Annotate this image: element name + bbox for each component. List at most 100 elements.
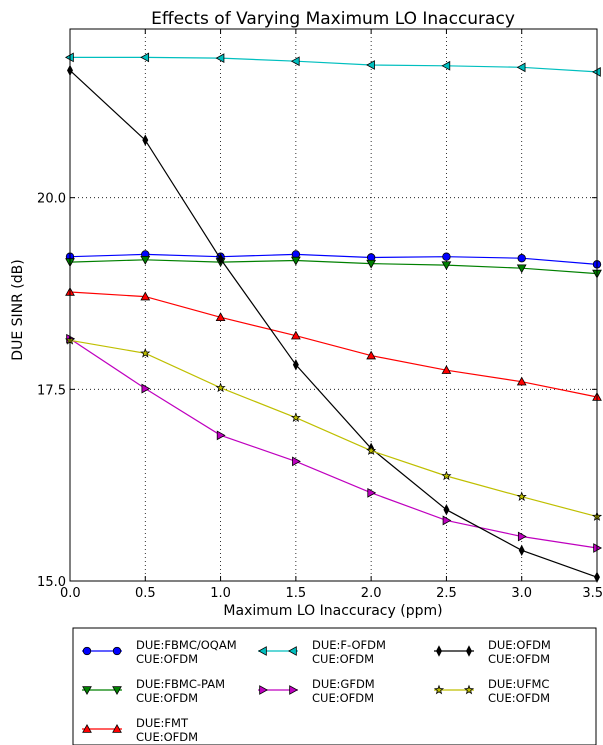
data-point bbox=[441, 365, 452, 374]
data-point bbox=[140, 347, 151, 358]
data-point bbox=[290, 330, 301, 340]
chart-title: Effects of Varying Maximum LO Inaccuracy bbox=[151, 9, 515, 29]
legend-marker bbox=[112, 686, 122, 696]
x-tick-label: 3.0 bbox=[511, 586, 532, 601]
data-point bbox=[217, 253, 224, 265]
data-point bbox=[516, 62, 526, 73]
legend-marker bbox=[463, 684, 475, 695]
data-point bbox=[140, 52, 150, 63]
legend-box bbox=[72, 627, 597, 745]
legend-marker bbox=[466, 645, 472, 657]
x-tick-label: 0.5 bbox=[135, 586, 156, 601]
legend-marker bbox=[82, 723, 92, 733]
data-point bbox=[366, 60, 375, 70]
legend-label-line1: DUE:F-OFDM bbox=[312, 638, 386, 652]
data-point bbox=[366, 259, 377, 269]
y-tick-label: 15.0 bbox=[37, 575, 66, 590]
data-point bbox=[366, 350, 377, 360]
legend-marker bbox=[259, 685, 269, 695]
data-point bbox=[216, 430, 226, 441]
x-tick-label: 0.0 bbox=[60, 586, 81, 601]
legend-marker bbox=[82, 686, 92, 696]
data-point bbox=[290, 256, 301, 266]
data-point bbox=[442, 515, 452, 526]
legend-label-line1: DUE:UFMC bbox=[488, 677, 549, 691]
legend-label-line1: DUE:FBMC-PAM bbox=[136, 677, 225, 691]
series-line bbox=[69, 259, 598, 275]
data-point bbox=[215, 53, 225, 64]
legend-label-line1: DUE:FBMC/OQAM bbox=[136, 638, 237, 652]
series-line bbox=[69, 291, 598, 398]
plot-frame bbox=[69, 28, 598, 582]
data-point bbox=[292, 456, 301, 467]
series-due-f-ofdm bbox=[64, 52, 601, 77]
legend-marker bbox=[433, 684, 445, 695]
legend-label-line2: CUE:OFDM bbox=[488, 652, 550, 666]
legend-marker bbox=[112, 723, 122, 733]
legend-label-line2: CUE:OFDM bbox=[488, 691, 550, 705]
data-point bbox=[366, 445, 377, 455]
legend-marker bbox=[287, 646, 297, 656]
legend-marker bbox=[289, 685, 299, 695]
data-point bbox=[443, 504, 450, 516]
data-point bbox=[215, 382, 226, 393]
legend: DUE:FBMC/OQAMCUE:OFDMDUE:FBMC-PAMCUE:OFD… bbox=[72, 627, 597, 745]
y-axis-label: DUE SINR (dB) bbox=[10, 259, 26, 360]
y-tick-label: 20.0 bbox=[37, 192, 66, 207]
legend-marker bbox=[82, 646, 92, 656]
data-point bbox=[140, 256, 151, 265]
legend-marker bbox=[436, 645, 442, 657]
x-tick-label: 1.5 bbox=[286, 586, 307, 601]
data-point bbox=[516, 491, 527, 501]
data-point bbox=[441, 60, 451, 71]
legend-label-line2: CUE:OFDM bbox=[312, 652, 374, 666]
series-due-ofdm bbox=[67, 64, 600, 583]
x-tick-label: 3.5 bbox=[582, 586, 603, 601]
x-tick-label: 2.5 bbox=[436, 586, 457, 601]
legend-label-line2: CUE:OFDM bbox=[136, 691, 198, 705]
x-tick-label: 1.0 bbox=[210, 586, 231, 601]
data-point bbox=[441, 470, 452, 481]
series-line bbox=[69, 338, 598, 549]
data-point bbox=[215, 312, 226, 322]
series-due-gfdm bbox=[66, 333, 603, 553]
legend-label-line2: CUE:OFDM bbox=[136, 652, 198, 666]
data-point bbox=[516, 376, 527, 386]
data-point bbox=[292, 359, 299, 371]
data-point bbox=[441, 261, 452, 271]
y-tick-label: 17.5 bbox=[37, 383, 66, 398]
x-axis-label: Maximum LO Inaccuracy (ppm) bbox=[223, 603, 442, 619]
data-point bbox=[367, 487, 377, 498]
data-point bbox=[516, 264, 527, 274]
series-line bbox=[69, 69, 598, 578]
legend-label-line1: DUE:OFDM bbox=[488, 638, 551, 652]
data-point bbox=[517, 254, 526, 263]
series-due-ufmc bbox=[64, 334, 603, 521]
legend-label-line1: DUE:FMT bbox=[136, 716, 189, 730]
x-tick-label: 2.0 bbox=[361, 586, 382, 601]
plot-area: 0.0 0.5 1.0 1.5 2.0 2.5 3.0 3.5 15.0 17.5 20.0 bbox=[37, 28, 603, 601]
data-point bbox=[290, 56, 300, 67]
data-point bbox=[518, 544, 525, 557]
series-line bbox=[70, 56, 598, 73]
legend-label-line2: CUE:OFDM bbox=[312, 691, 374, 705]
data-point bbox=[142, 134, 149, 146]
legend-label-line1: DUE:GFDM bbox=[312, 677, 375, 691]
legend-marker bbox=[257, 646, 267, 656]
series-line bbox=[69, 253, 598, 265]
data-point bbox=[442, 252, 451, 261]
data-point bbox=[290, 412, 301, 423]
data-point bbox=[140, 291, 151, 301]
series-due-fmt bbox=[65, 286, 602, 401]
legend-label-line2: CUE:OFDM bbox=[136, 730, 198, 744]
data-point bbox=[141, 383, 151, 394]
series-line bbox=[69, 339, 598, 518]
